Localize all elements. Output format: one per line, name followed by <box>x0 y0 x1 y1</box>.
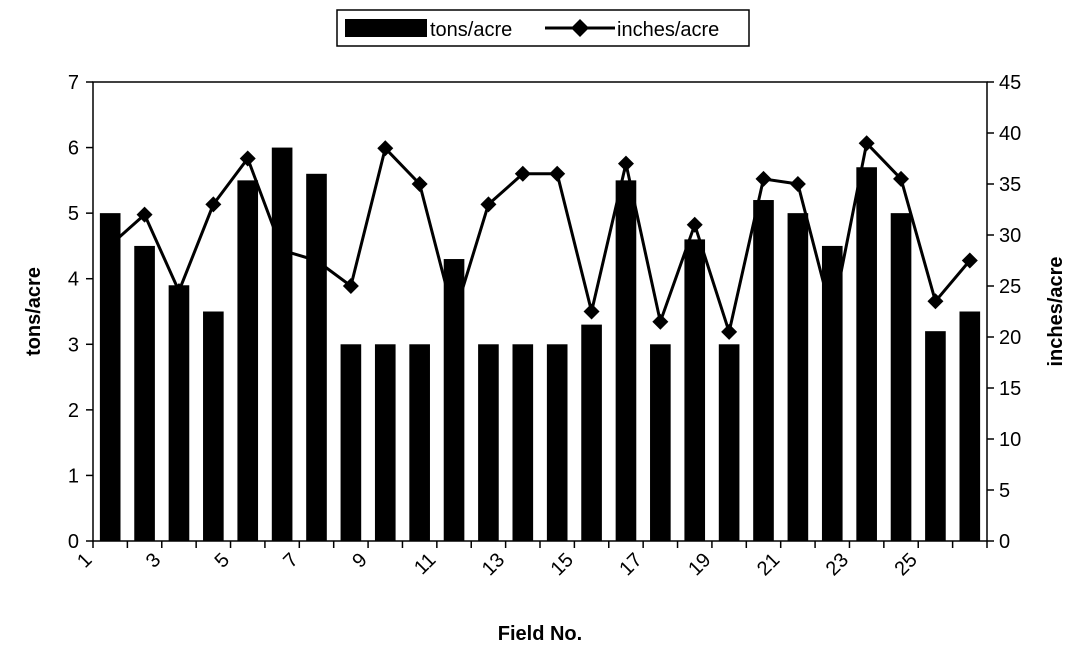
y2-tick-label: 5 <box>999 480 1010 502</box>
marker <box>652 313 669 330</box>
y2-tick-label: 25 <box>999 276 1021 298</box>
marker <box>549 165 566 182</box>
bar <box>306 173 327 542</box>
bar <box>340 344 362 541</box>
marker <box>411 176 428 192</box>
bar <box>409 344 430 541</box>
y-tick-label: 2 <box>68 400 79 422</box>
marker <box>755 170 772 187</box>
legend-label: tons/acre <box>430 19 512 41</box>
plot-area <box>92 81 988 542</box>
marker <box>686 216 703 233</box>
marker <box>170 283 187 300</box>
marker <box>342 278 359 294</box>
marker <box>446 308 463 325</box>
legend-swatch <box>345 19 427 37</box>
y2-tick-label: 45 <box>999 72 1021 94</box>
marker <box>377 140 394 157</box>
bar <box>718 344 740 541</box>
marker <box>102 237 119 254</box>
bar <box>443 259 465 541</box>
x-tick-label: 19 <box>684 549 715 580</box>
marker <box>961 252 978 269</box>
x-tick-label: 17 <box>615 549 646 580</box>
bar <box>134 245 155 541</box>
y-tick-label: 4 <box>68 269 79 291</box>
marker <box>239 150 256 167</box>
x-tick-label: 11 <box>410 549 440 579</box>
marker <box>583 303 600 320</box>
y2-tick-label: 40 <box>999 123 1021 145</box>
y-tick-label: 7 <box>68 72 79 94</box>
x-tick-label: 3 <box>142 549 165 572</box>
x-tick-label: 25 <box>890 549 921 580</box>
bar <box>374 344 396 541</box>
x-tick-label: 7 <box>279 549 302 572</box>
x-tick-label: 5 <box>211 549 234 572</box>
bar <box>512 344 534 541</box>
bar <box>203 311 224 541</box>
bar <box>684 239 706 541</box>
legend-marker <box>571 19 589 37</box>
bar <box>650 344 671 541</box>
x-tick-label: 9 <box>348 549 371 572</box>
bar <box>615 180 637 541</box>
y2-axis-label: inches/acre <box>1045 256 1067 366</box>
bar <box>753 200 774 541</box>
marker <box>893 170 910 187</box>
bar <box>925 331 946 541</box>
marker <box>308 252 325 269</box>
y-tick-label: 6 <box>68 138 79 160</box>
marker <box>480 196 497 213</box>
marker <box>789 176 806 192</box>
bar <box>237 180 259 541</box>
y-tick-label: 1 <box>68 465 79 487</box>
y2-tick-label: 10 <box>999 429 1021 451</box>
bar <box>959 311 981 541</box>
x-axis-label: Field No. <box>498 623 582 645</box>
marker <box>205 196 222 213</box>
bar <box>168 285 190 541</box>
marker <box>274 242 291 259</box>
bar <box>856 167 877 541</box>
y2-tick-label: 15 <box>999 378 1021 400</box>
marker <box>858 135 875 152</box>
line <box>109 140 971 338</box>
legend-label: inches/acre <box>617 19 719 41</box>
bar <box>581 324 602 541</box>
bar <box>890 213 912 541</box>
marker <box>617 155 634 172</box>
bar <box>99 213 121 541</box>
marker <box>514 165 531 182</box>
y-tick-label: 5 <box>68 203 79 225</box>
x-tick-label: 21 <box>753 549 784 580</box>
y2-tick-label: 35 <box>999 174 1021 196</box>
bar <box>271 147 293 542</box>
marker <box>721 323 738 340</box>
bar <box>787 213 809 541</box>
y-axis-label: tons/acre <box>23 267 45 356</box>
x-tick-label: 13 <box>478 549 509 580</box>
y-tick-label: 0 <box>68 531 79 553</box>
y2-tick-label: 0 <box>999 531 1010 553</box>
bar <box>821 245 843 541</box>
y2-tick-label: 20 <box>999 327 1021 349</box>
marker <box>136 206 153 223</box>
x-tick-label: 1 <box>73 549 96 572</box>
bar <box>478 344 499 541</box>
y-tick-label: 3 <box>68 334 79 356</box>
marker <box>824 308 841 325</box>
x-tick-label: 23 <box>822 549 853 580</box>
bar <box>546 344 568 541</box>
marker <box>927 293 944 310</box>
y2-tick-label: 30 <box>999 225 1021 247</box>
x-tick-label: 15 <box>547 549 578 580</box>
